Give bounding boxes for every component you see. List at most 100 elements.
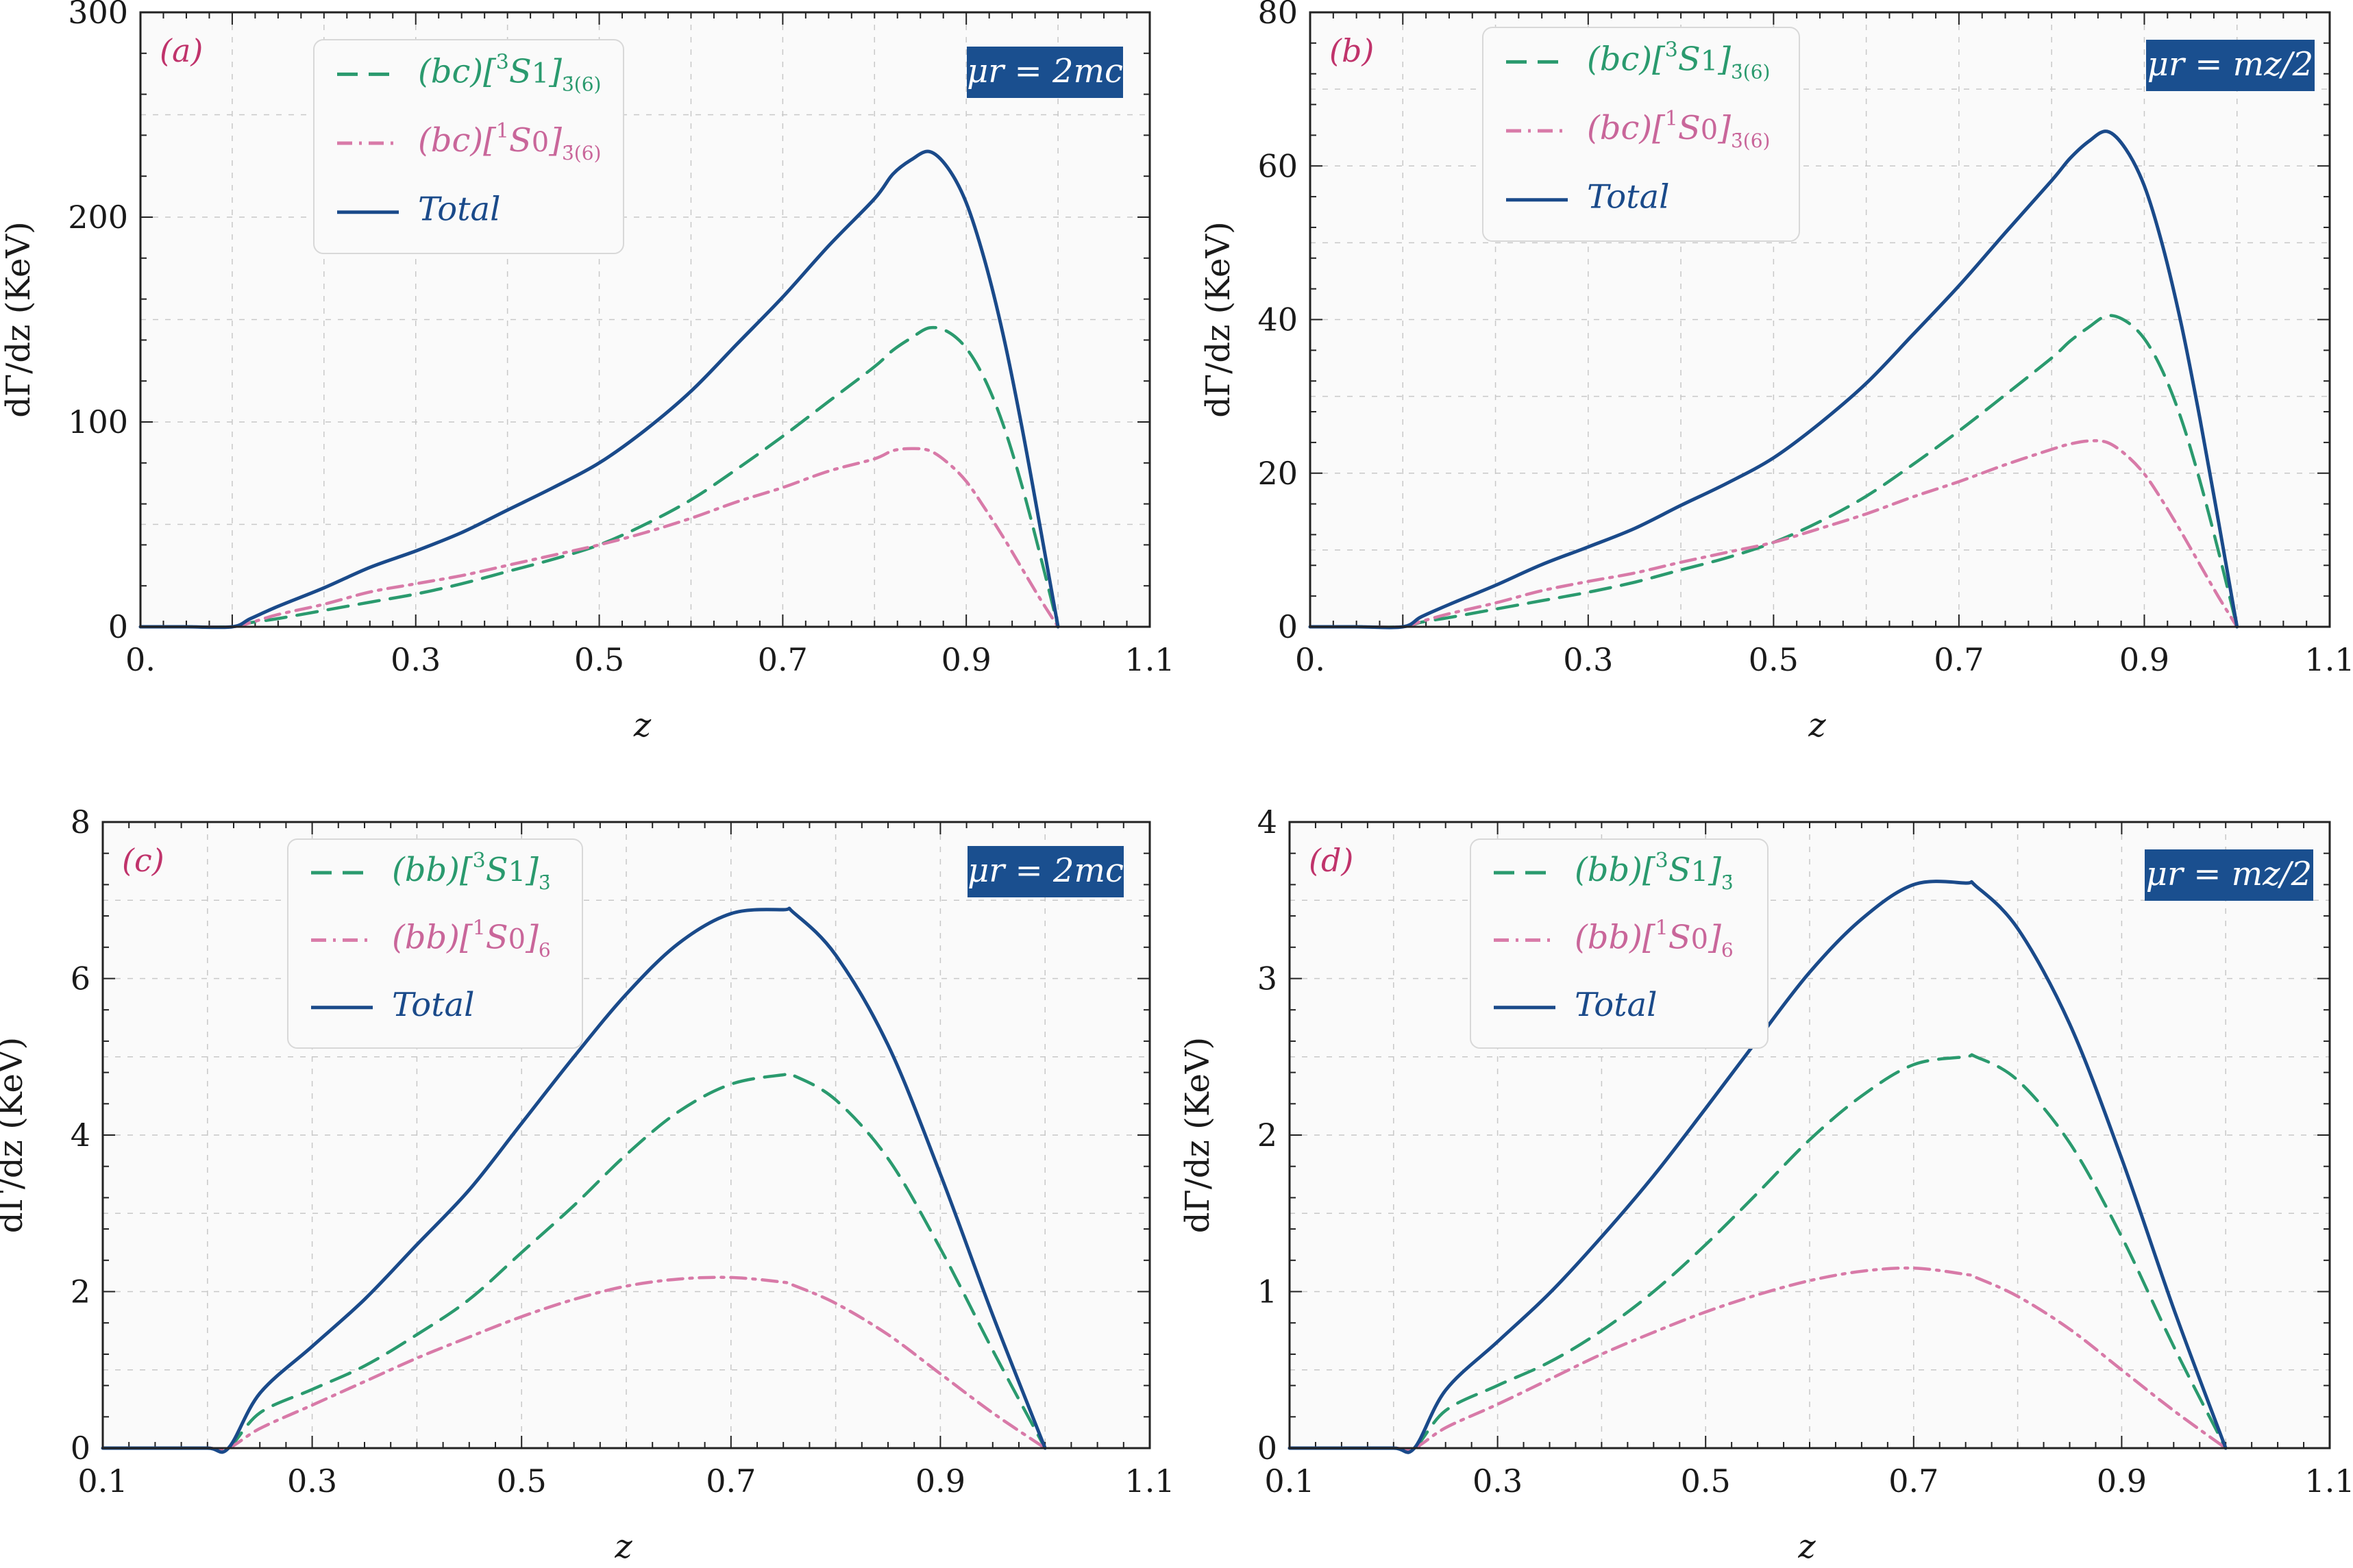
legend-text-part: (bc)[ <box>1587 40 1666 78</box>
y-tick-label: 4 <box>1257 804 1277 841</box>
series-group <box>1288 880 2228 1454</box>
legend-label: (bb)[3S1]3̄ <box>1575 849 1734 894</box>
plot-frame <box>139 11 1151 628</box>
legend-box <box>313 39 624 254</box>
legend-text-part: ] <box>525 918 539 956</box>
legend-text-part: ] <box>548 121 562 160</box>
y-tick-label: 300 <box>68 0 128 31</box>
x-tick-label: 0.3 <box>1473 1463 1523 1499</box>
legend-text-part: 0 <box>1691 923 1708 955</box>
x-tick-label: 0.7 <box>1888 1463 1938 1499</box>
legend-text-part: 3̄(6) <box>1731 60 1770 83</box>
legend-text-part: 0 <box>1701 114 1718 146</box>
x-tick-label: 0.7 <box>706 1463 756 1499</box>
x-axis-label: z <box>1808 706 1826 745</box>
legend-text-part: Total <box>1587 178 1669 216</box>
y-tick-label: 1 <box>1257 1273 1277 1310</box>
legend-text-part: 3 <box>496 50 509 74</box>
legend-label: Total <box>392 986 474 1024</box>
legend-box <box>1482 27 1800 242</box>
y-tick-label: 0 <box>71 1430 90 1467</box>
legend-text-part: ] <box>1708 851 1721 889</box>
y-tick-label: 4 <box>71 1117 90 1154</box>
series-line-dashed <box>1288 1053 2228 1453</box>
series-line-solid <box>138 149 1060 630</box>
legend-label: (bc)[3S1]3̄(6) <box>1587 38 1770 83</box>
legend-box <box>287 838 583 1049</box>
legend-label: (bc)[1S0]3̄(6) <box>1587 107 1770 152</box>
grid <box>103 822 1150 1448</box>
series-line-dashdot <box>138 447 1060 629</box>
y-axis-label: dΓ/dz (KeV) <box>0 1037 30 1234</box>
legend-label: (bb)[1S0]6 <box>1575 916 1734 961</box>
x-axis-label: z <box>633 706 652 745</box>
legend-text-part: ] <box>548 52 562 90</box>
legend-text-part: S <box>1668 851 1691 889</box>
legend-text-part: (bb)[ <box>392 851 473 889</box>
y-tick-label: 8 <box>71 804 90 841</box>
series-line-dashdot <box>1308 439 2239 629</box>
legend-text-part: (bb)[ <box>1575 851 1656 889</box>
legend-label: (bb)[1S0]6 <box>392 916 551 961</box>
legend-text-part: ] <box>1717 40 1731 78</box>
x-tick-label: 0.3 <box>391 641 441 678</box>
legend-text-part: 1 <box>1665 107 1678 131</box>
legend-text-part: S <box>509 52 532 90</box>
x-tick-label: 0.7 <box>1934 641 1984 678</box>
x-tick-label: 0.1 <box>77 1463 127 1499</box>
scale-badge <box>2146 40 2315 91</box>
x-tick-label: 0. <box>1295 641 1325 678</box>
legend-text-part: (bb)[ <box>1575 918 1656 956</box>
legend-text-part: 1 <box>532 58 549 89</box>
panel-label: (c) <box>122 842 164 879</box>
legend: (bc)[3S1]3̄(6)(bc)[1S0]3̄(6)Total <box>1482 27 1800 242</box>
legend-text-part: 3 <box>1655 849 1668 873</box>
legend-text-part: S <box>1678 40 1701 78</box>
series-line-solid <box>1308 129 2239 630</box>
scale-badge-text: μr = mz/2 <box>2147 45 2313 84</box>
x-tick-label: 0.9 <box>915 1463 965 1499</box>
legend-text-part: S <box>1668 918 1691 956</box>
plot-frame <box>1309 11 2331 628</box>
y-tick-label: 0 <box>108 608 128 645</box>
legend-label: Total <box>1575 986 1657 1024</box>
panel-3: 0.1 0.3 0.5 0.7 0.9 1.1 0 2 4 6 8 z dΓ/dz (KeV) (c) μr… <box>0 804 1175 1566</box>
legend-text-part: S <box>486 918 508 956</box>
plot-frame <box>1288 821 2331 1449</box>
legend-text-part: 1 <box>496 119 509 143</box>
y-tick-label: 0 <box>1278 608 1298 645</box>
y-tick-label: 0 <box>1257 1430 1277 1467</box>
x-tick-label: 0.5 <box>1681 1463 1731 1499</box>
scale-badge-text: μr = 2mc <box>968 851 1124 890</box>
x-tick-label: 0.5 <box>1749 641 1799 678</box>
y-tick-label: 2 <box>1257 1117 1277 1154</box>
legend-label: (bb)[3S1]3̄ <box>392 849 551 894</box>
series-line-dashed <box>138 325 1060 629</box>
legend-text-part: Total <box>1575 986 1657 1024</box>
legend-text-part: 3̄ <box>539 871 551 894</box>
x-tick-label: 0. <box>125 641 156 678</box>
legend-text-part: (bb)[ <box>392 918 473 956</box>
legend-text-part: 6 <box>1721 938 1734 961</box>
legend-text-part: (bc)[ <box>1587 109 1666 147</box>
legend: (bc)[3S1]3̄(6)(bc)[1S0]3̄(6)Total <box>313 39 624 254</box>
scale-badge <box>2145 849 2313 901</box>
legend-text-part: ] <box>1717 109 1731 147</box>
legend-text-part: 1 <box>473 916 486 940</box>
legend: (bb)[3S1]3̄ (bb)[1S0]6 Total <box>287 838 583 1049</box>
legend-label: (bc)[3S1]3̄(6) <box>418 50 601 95</box>
y-tick-label: 40 <box>1257 301 1298 338</box>
legend-text-part: ] <box>525 851 539 889</box>
panel-label: (a) <box>160 32 203 69</box>
panel-label: (d) <box>1309 842 1353 879</box>
series-group <box>1308 129 2239 630</box>
x-tick-label: 0.1 <box>1264 1463 1314 1499</box>
x-tick-label: 0.9 <box>2119 641 2169 678</box>
legend-text-part: 1 <box>1655 916 1668 940</box>
series-line-dashed <box>101 1071 1047 1453</box>
series-line-solid <box>1288 880 2228 1454</box>
y-tick-label: 100 <box>68 403 128 440</box>
